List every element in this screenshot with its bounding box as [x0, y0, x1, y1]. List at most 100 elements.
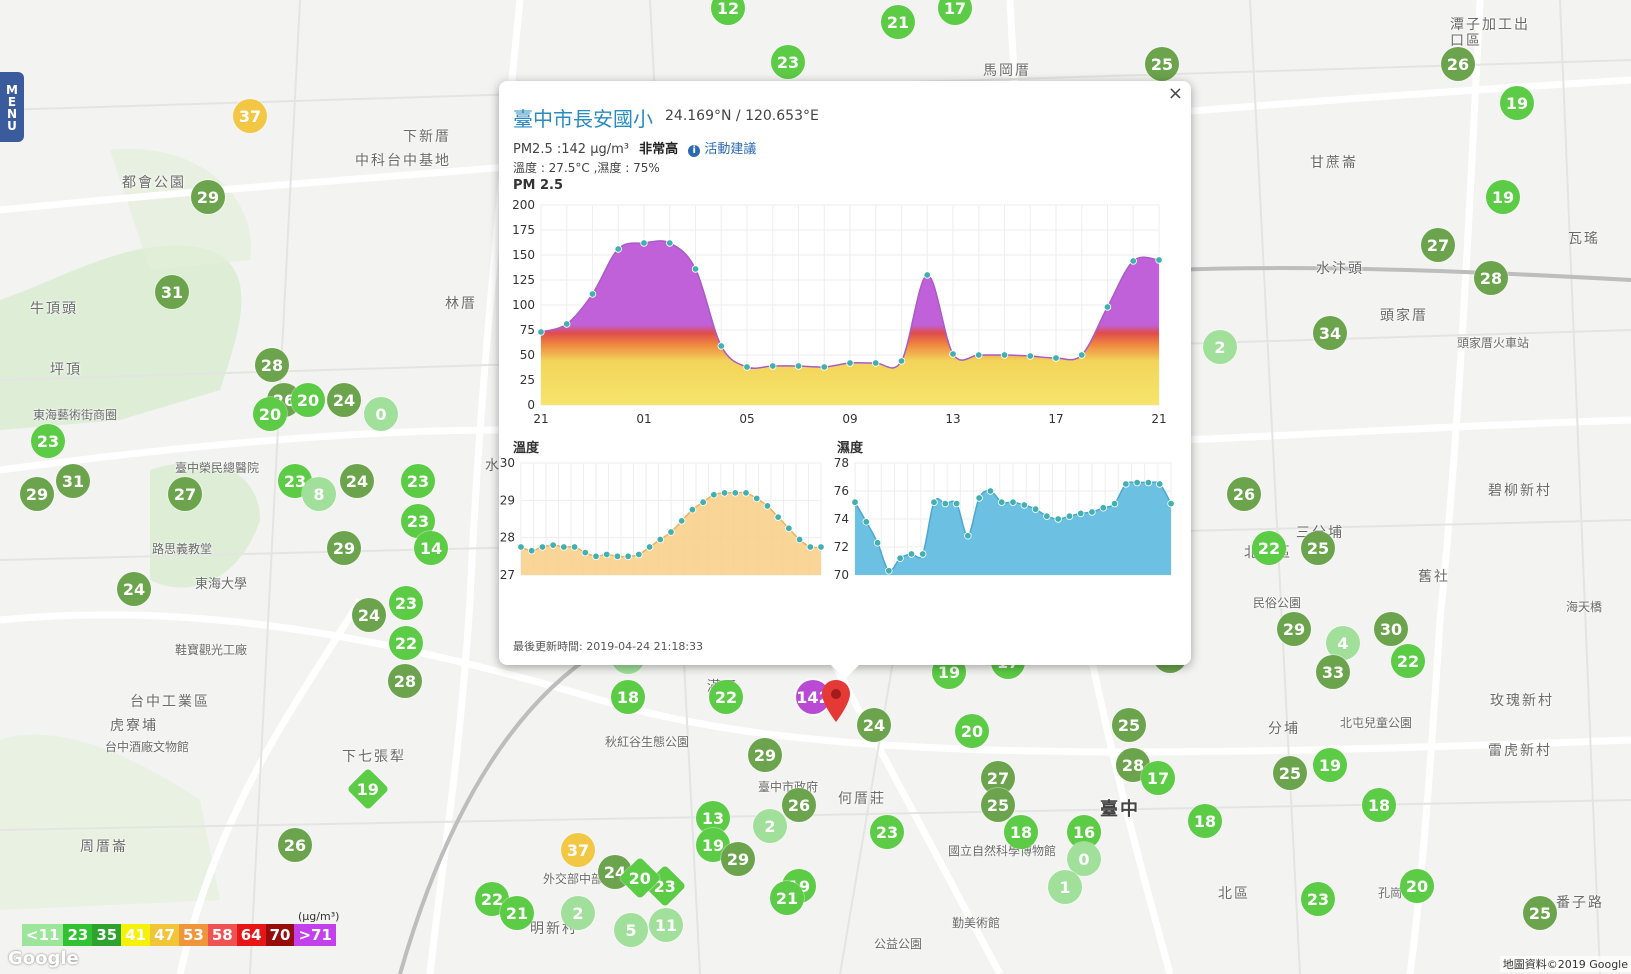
- station-marker[interactable]: 0: [1067, 842, 1101, 876]
- station-marker[interactable]: 19: [1313, 748, 1347, 782]
- station-marker[interactable]: 26: [1227, 477, 1261, 511]
- station-marker[interactable]: 25: [1145, 47, 1179, 81]
- station-marker[interactable]: 18: [611, 680, 645, 714]
- menu-button[interactable]: MENU: [0, 72, 24, 142]
- station-marker[interactable]: 34: [1313, 316, 1347, 350]
- station-marker[interactable]: 28: [1474, 261, 1508, 295]
- selected-station-pin-icon[interactable]: [822, 680, 850, 722]
- station-marker[interactable]: 22: [709, 680, 743, 714]
- data-point: [1078, 351, 1086, 359]
- data-point: [517, 543, 525, 551]
- place-label: 國立自然科學博物館: [948, 844, 1057, 858]
- station-marker-value: 19: [937, 662, 961, 682]
- station-marker[interactable]: 26: [278, 828, 312, 862]
- station-marker[interactable]: 25: [1523, 896, 1557, 930]
- station-marker[interactable]: 21: [500, 896, 534, 930]
- place-label: 水汴頭: [1316, 261, 1364, 277]
- station-marker[interactable]: 19: [1500, 86, 1534, 120]
- station-marker[interactable]: 22: [389, 626, 423, 660]
- station-marker[interactable]: 37: [561, 833, 595, 867]
- station-marker[interactable]: 23: [870, 815, 904, 849]
- pm25-value: PM2.5 :142 μg/m³: [513, 142, 629, 157]
- station-marker[interactable]: 21: [770, 881, 804, 915]
- station-marker[interactable]: 8: [302, 477, 336, 511]
- map-attribution[interactable]: 地圖資料©2019 Google: [1499, 956, 1631, 972]
- legend-cell: 23: [63, 924, 93, 946]
- station-marker[interactable]: 23: [389, 586, 423, 620]
- station-marker[interactable]: 28: [388, 664, 422, 698]
- station-marker[interactable]: 14: [414, 531, 448, 565]
- station-marker[interactable]: 12: [711, 0, 745, 25]
- station-marker[interactable]: 22: [1252, 531, 1286, 565]
- station-marker[interactable]: 18: [1188, 804, 1222, 838]
- station-marker[interactable]: 25: [1301, 531, 1335, 565]
- station-marker[interactable]: 24: [340, 464, 374, 498]
- station-marker[interactable]: 37: [233, 99, 267, 133]
- close-button[interactable]: ×: [1167, 83, 1183, 104]
- station-marker[interactable]: 24: [327, 383, 361, 417]
- station-marker-value: 29: [1282, 619, 1306, 639]
- station-marker[interactable]: 23: [401, 464, 435, 498]
- place-label: 下新厝: [403, 129, 451, 145]
- station-marker[interactable]: 28: [255, 348, 289, 382]
- station-marker[interactable]: 21: [881, 5, 915, 39]
- station-marker[interactable]: 26: [1441, 47, 1475, 81]
- station-marker[interactable]: 1: [1048, 870, 1082, 904]
- station-marker[interactable]: 18: [1004, 815, 1038, 849]
- station-marker[interactable]: 17: [1141, 761, 1175, 795]
- data-point: [1167, 499, 1175, 508]
- station-marker[interactable]: 20: [253, 397, 287, 431]
- station-marker[interactable]: 19: [1486, 180, 1520, 214]
- station-marker[interactable]: 26: [782, 788, 816, 822]
- station-marker[interactable]: 4: [1326, 626, 1360, 660]
- station-marker[interactable]: 27: [1421, 228, 1455, 262]
- station-marker[interactable]: 25: [1273, 756, 1307, 790]
- station-marker-value: 23: [1306, 889, 1330, 909]
- station-marker-value: 23: [283, 471, 307, 491]
- station-marker[interactable]: 20: [1400, 869, 1434, 903]
- station-marker[interactable]: 2: [561, 896, 595, 930]
- station-marker[interactable]: 25: [981, 788, 1015, 822]
- station-marker[interactable]: 24: [352, 598, 386, 632]
- station-marker[interactable]: 18: [1362, 788, 1396, 822]
- station-marker[interactable]: 11: [649, 908, 683, 942]
- station-marker[interactable]: 29: [748, 738, 782, 772]
- station-marker[interactable]: 0: [364, 397, 398, 431]
- station-marker-value: 20: [1405, 876, 1429, 896]
- station-marker-value: 33: [1321, 662, 1345, 682]
- station-marker[interactable]: 31: [56, 464, 90, 498]
- station-marker[interactable]: 2: [1203, 330, 1237, 364]
- station-marker[interactable]: 23: [1301, 882, 1335, 916]
- station-marker[interactable]: 23: [771, 45, 805, 79]
- station-marker[interactable]: 31: [155, 275, 189, 309]
- station-marker[interactable]: 29: [20, 477, 54, 511]
- station-marker[interactable]: 5: [614, 913, 648, 947]
- station-marker[interactable]: 17: [938, 0, 972, 25]
- data-point: [785, 524, 793, 533]
- station-marker[interactable]: 27: [168, 477, 202, 511]
- station-marker[interactable]: 24: [117, 572, 151, 606]
- station-marker[interactable]: 23: [31, 424, 65, 458]
- station-marker[interactable]: 29: [1277, 612, 1311, 646]
- station-marker[interactable]: 33: [1316, 655, 1350, 689]
- station-marker[interactable]: 19: [696, 828, 730, 862]
- station-marker[interactable]: 29: [721, 842, 755, 876]
- station-marker[interactable]: 2: [753, 809, 787, 843]
- pm25-line: PM2.5 :142 μg/m³ 非常高 i 活動建議: [513, 138, 756, 157]
- station-marker[interactable]: 28: [1116, 748, 1150, 782]
- station-marker[interactable]: 30: [1374, 612, 1408, 646]
- station-marker[interactable]: 13: [696, 801, 730, 835]
- data-point: [549, 541, 557, 549]
- station-marker[interactable]: 20: [955, 714, 989, 748]
- station-marker[interactable]: 29: [327, 531, 361, 565]
- station-marker[interactable]: 20: [291, 383, 325, 417]
- station-marker[interactable]: 24: [857, 708, 891, 742]
- station-marker[interactable]: 25: [1112, 708, 1146, 742]
- station-marker[interactable]: 22: [1391, 644, 1425, 678]
- station-marker-value: 29: [726, 849, 750, 869]
- station-marker[interactable]: 29: [191, 180, 225, 214]
- activity-advice-link[interactable]: i 活動建議: [688, 142, 756, 157]
- y-tick-label: 50: [520, 348, 535, 362]
- data-point: [885, 567, 893, 575]
- data-point: [678, 517, 686, 525]
